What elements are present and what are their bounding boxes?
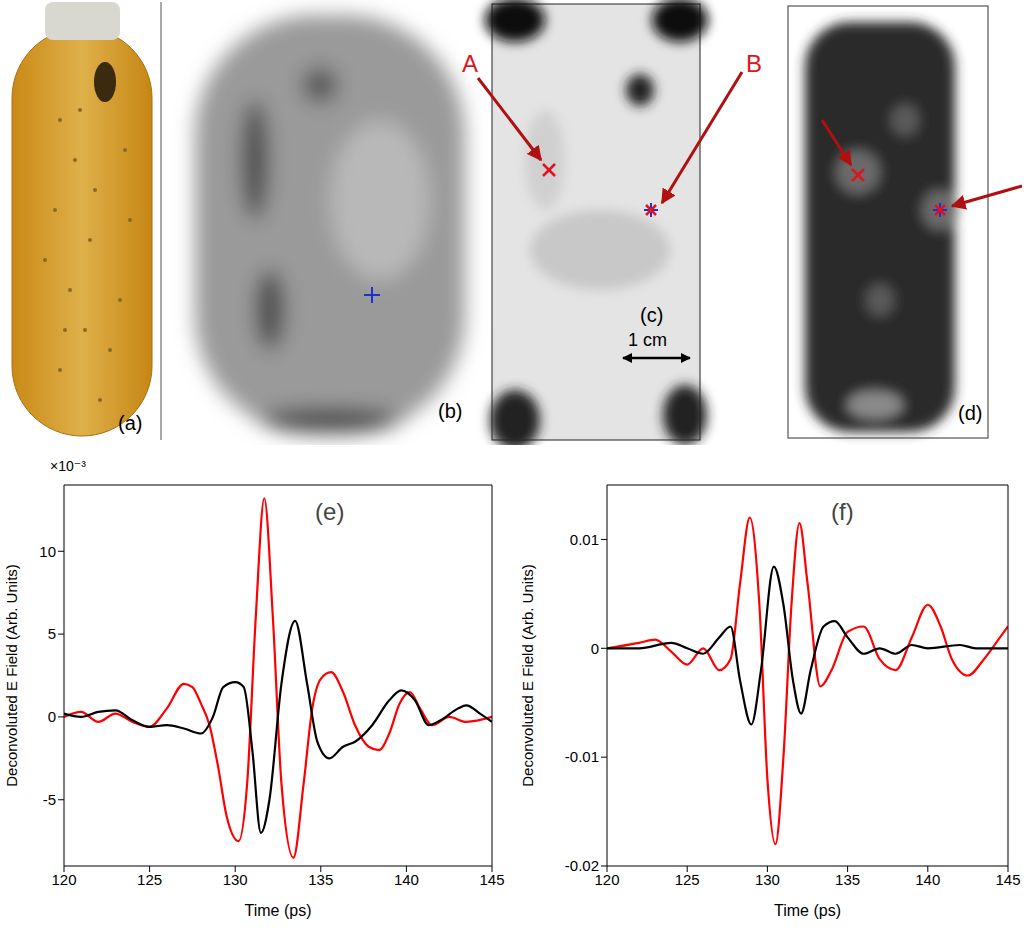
svg-text:Deconvoluted E Field (Arb. Uni: Deconvoluted E Field (Arb. Units) xyxy=(519,564,536,787)
html-text:×10⁻³: ×10⁻³ xyxy=(50,458,86,474)
svg-text:(d): (d) xyxy=(958,402,982,424)
svg-text:140: 140 xyxy=(915,871,940,888)
svg-text:Time (ps): Time (ps) xyxy=(245,902,312,919)
svg-text:120: 120 xyxy=(594,870,620,888)
svg-text:125: 125 xyxy=(137,871,162,888)
svg-text:135: 135 xyxy=(308,871,333,888)
svg-text:145: 145 xyxy=(995,871,1020,888)
svg-text:0.01: 0.01 xyxy=(570,531,599,548)
svg-text:-0.01: -0.01 xyxy=(565,748,599,765)
svg-text:B: B xyxy=(746,50,762,77)
svg-text:(b): (b) xyxy=(438,400,462,422)
html-text:(e): (e) xyxy=(315,498,345,525)
svg-text:(c): (c) xyxy=(640,304,663,326)
svg-text:145: 145 xyxy=(479,871,504,888)
svg-text:140: 140 xyxy=(394,871,419,888)
svg-text:-0.02: -0.02 xyxy=(565,857,599,874)
svg-text:135: 135 xyxy=(835,871,860,888)
svg-text:1 cm: 1 cm xyxy=(628,330,667,350)
svg-text:10: 10 xyxy=(39,543,56,560)
svg-text:0: 0 xyxy=(591,640,599,657)
svg-text:130: 130 xyxy=(223,871,248,888)
svg-text:120: 120 xyxy=(51,871,76,888)
svg-text:Time (ps): Time (ps) xyxy=(774,902,841,919)
svg-text:5: 5 xyxy=(48,625,56,642)
svg-text:125: 125 xyxy=(675,871,700,888)
svg-text:(a): (a) xyxy=(118,412,142,434)
svg-text:0: 0 xyxy=(48,708,56,725)
svg-text:-5: -5 xyxy=(43,791,56,808)
svg-text:Deconvoluted E Field (Arb. Uni: Deconvoluted E Field (Arb. Units) xyxy=(3,564,20,787)
svg-text:130: 130 xyxy=(755,871,780,888)
svg-text:A: A xyxy=(462,50,478,77)
html-text:(f): (f) xyxy=(831,498,854,525)
